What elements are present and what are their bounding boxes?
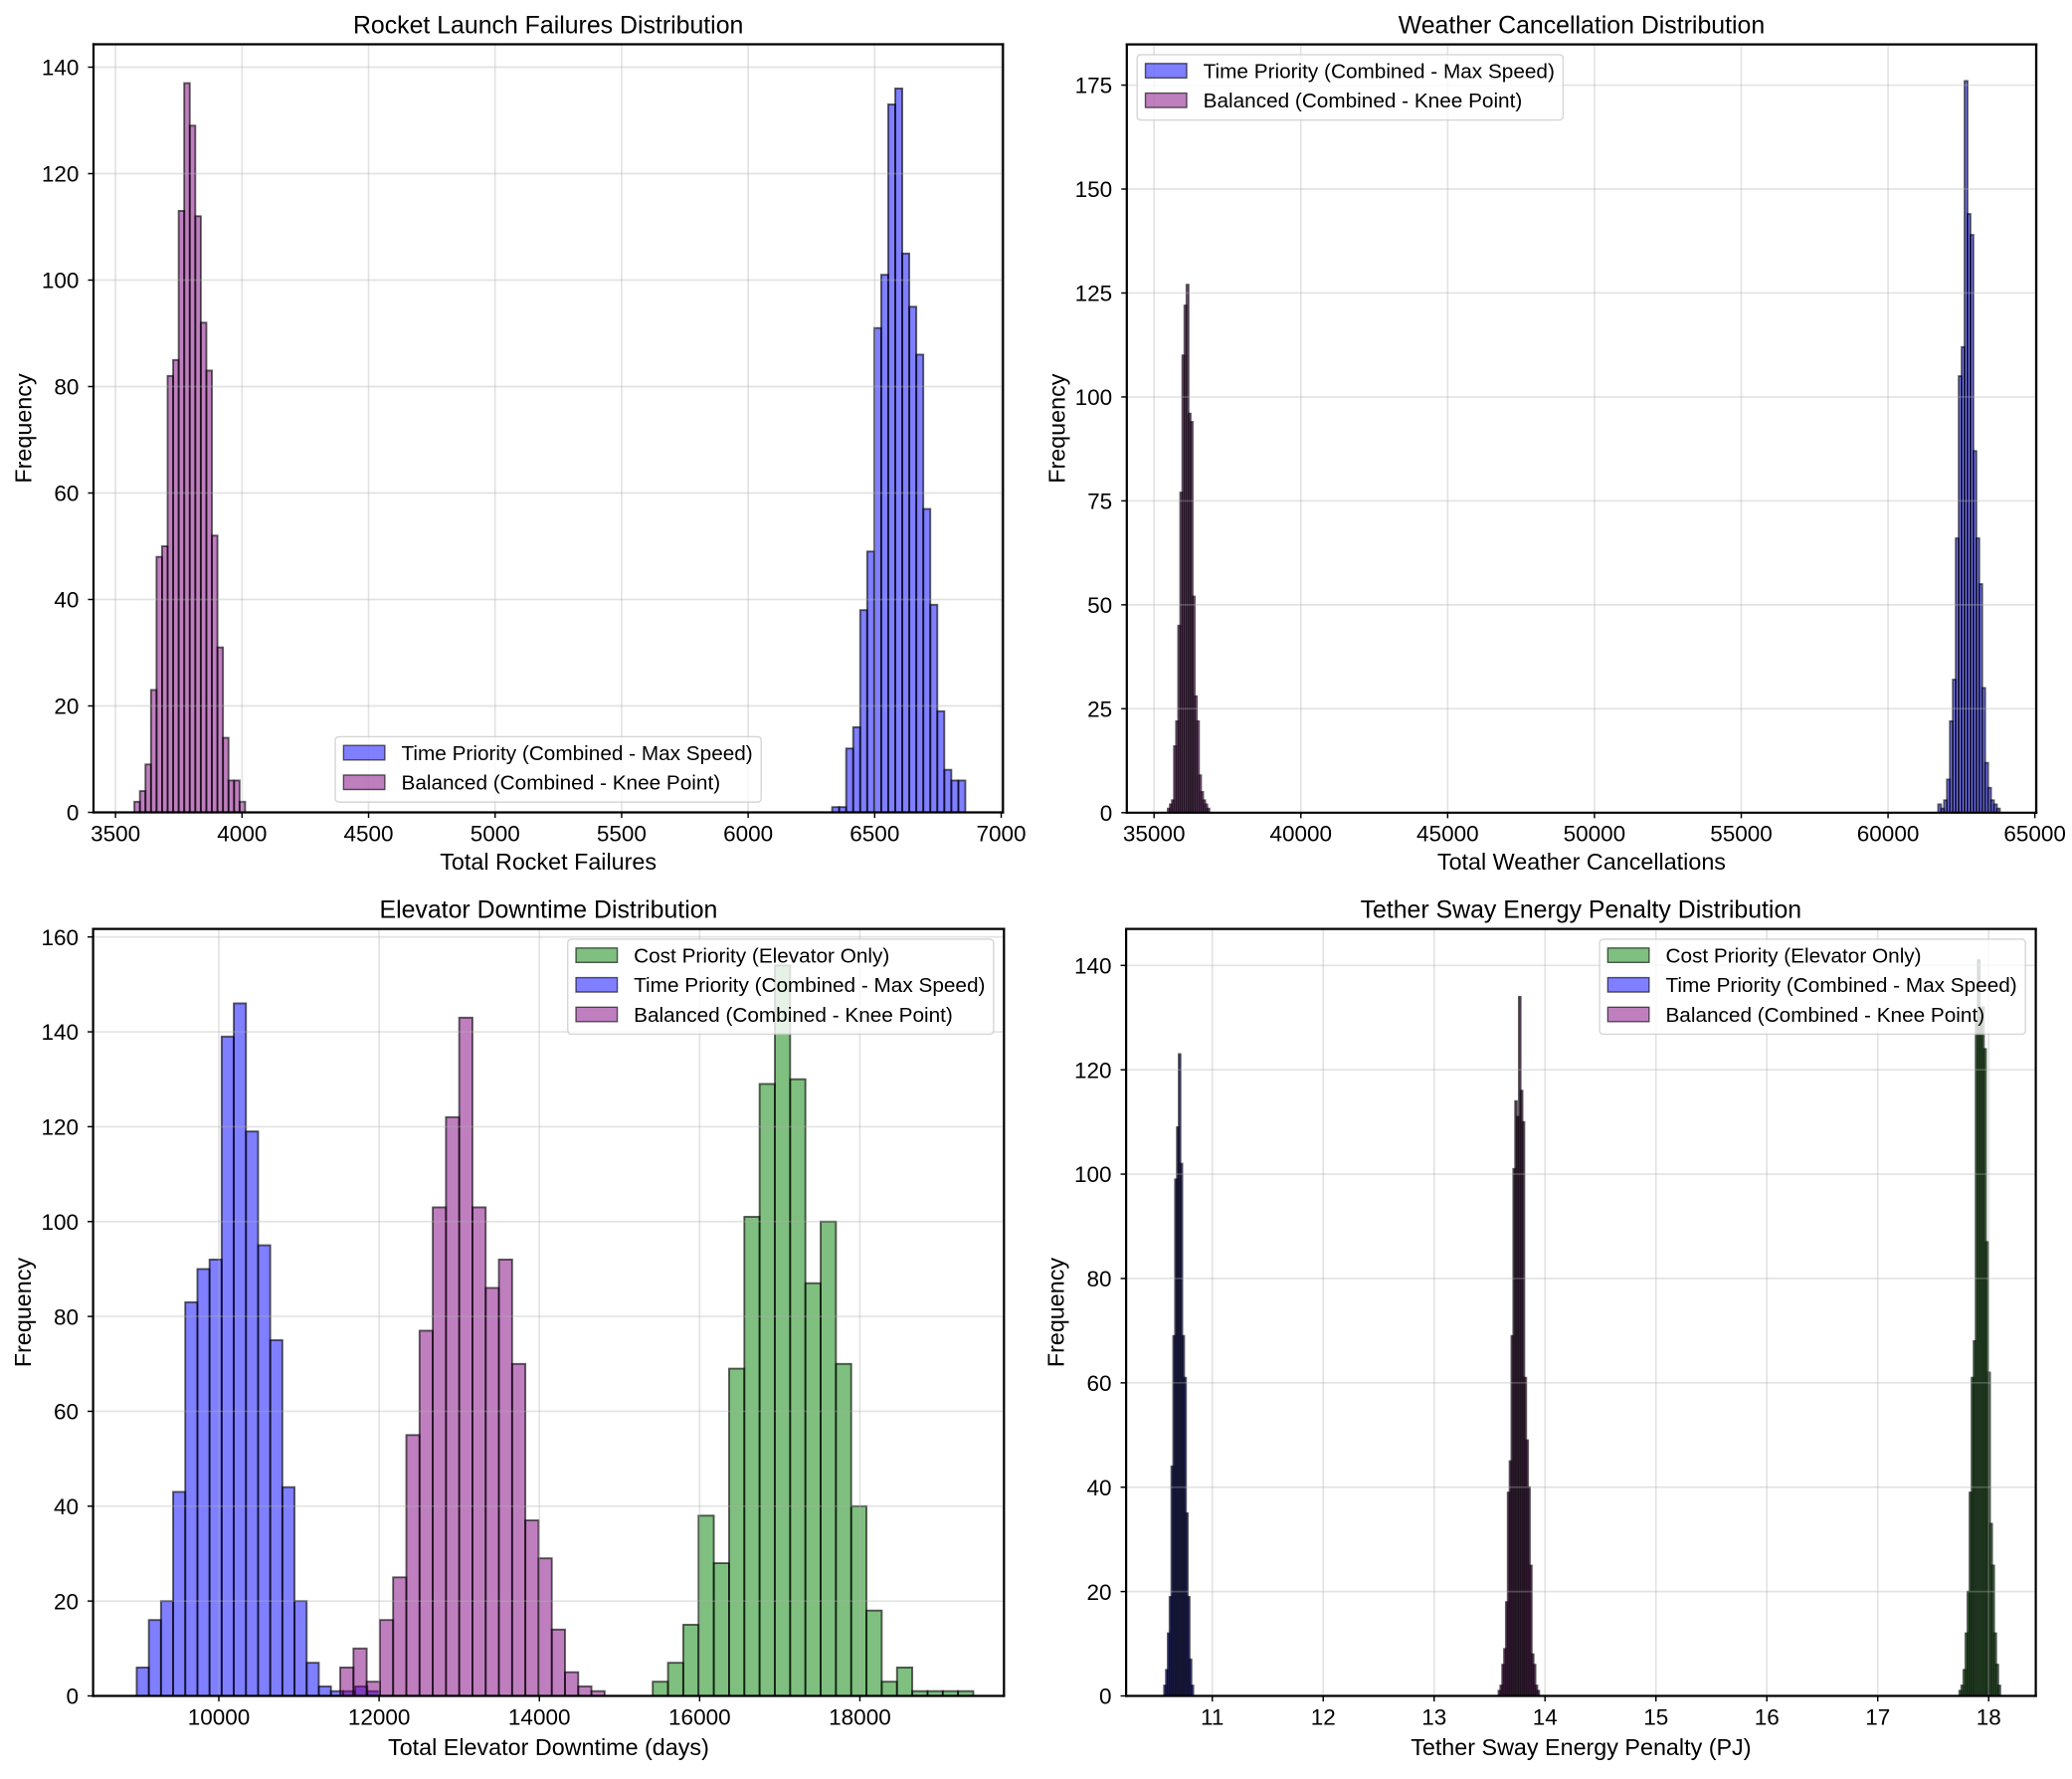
svg-text:Balanced (Combined - Knee Poin: Balanced (Combined - Knee Point) <box>1204 90 1523 112</box>
svg-text:140: 140 <box>42 56 80 81</box>
svg-text:Balanced (Combined - Knee Poin: Balanced (Combined - Knee Point) <box>401 772 720 795</box>
svg-text:40: 40 <box>54 588 79 613</box>
svg-text:100: 100 <box>41 1210 79 1235</box>
svg-text:Elevator Downtime Distribution: Elevator Downtime Distribution <box>380 895 718 923</box>
svg-text:120: 120 <box>42 162 80 187</box>
svg-text:10000: 10000 <box>188 1704 251 1729</box>
svg-text:100: 100 <box>1074 1162 1112 1187</box>
svg-text:35000: 35000 <box>1123 822 1186 847</box>
svg-text:50000: 50000 <box>1564 822 1626 847</box>
svg-text:80: 80 <box>54 1304 79 1329</box>
svg-text:13: 13 <box>1421 1704 1446 1729</box>
svg-text:120: 120 <box>1074 1058 1112 1083</box>
svg-text:Frequency: Frequency <box>1043 1258 1069 1368</box>
svg-text:14: 14 <box>1533 1704 1558 1729</box>
svg-text:12000: 12000 <box>348 1704 411 1729</box>
svg-text:75: 75 <box>1087 490 1112 514</box>
svg-text:Frequency: Frequency <box>1043 373 1069 484</box>
svg-text:50: 50 <box>1087 593 1112 618</box>
svg-text:Time Priority (Combined - Max: Time Priority (Combined - Max Speed) <box>401 742 752 765</box>
svg-text:Frequency: Frequency <box>10 373 36 484</box>
svg-text:20: 20 <box>1086 1580 1111 1605</box>
svg-text:150: 150 <box>1075 177 1113 202</box>
svg-text:100: 100 <box>42 269 80 294</box>
svg-text:5000: 5000 <box>471 821 520 846</box>
svg-text:17: 17 <box>1865 1704 1890 1729</box>
svg-text:160: 160 <box>41 925 79 950</box>
svg-text:Balanced (Combined - Knee Poin: Balanced (Combined - Knee Point) <box>1665 1004 1984 1027</box>
svg-text:20: 20 <box>54 694 79 719</box>
svg-text:0: 0 <box>1099 1684 1112 1709</box>
svg-text:60000: 60000 <box>1857 822 1920 847</box>
svg-text:125: 125 <box>1075 282 1113 306</box>
svg-text:100: 100 <box>1075 385 1113 410</box>
svg-text:7000: 7000 <box>976 821 1026 846</box>
svg-text:80: 80 <box>1086 1267 1111 1291</box>
svg-text:6000: 6000 <box>723 821 773 846</box>
svg-text:65000: 65000 <box>2003 822 2066 847</box>
svg-text:Cost Priority (Elevator Only): Cost Priority (Elevator Only) <box>1665 944 1921 967</box>
svg-text:40000: 40000 <box>1269 822 1332 847</box>
svg-text:16000: 16000 <box>668 1704 731 1729</box>
svg-text:25: 25 <box>1087 696 1112 721</box>
svg-text:18000: 18000 <box>829 1704 891 1729</box>
svg-text:Rocket Launch Failures Distrib: Rocket Launch Failures Distribution <box>353 11 743 39</box>
svg-text:16: 16 <box>1755 1704 1780 1729</box>
svg-text:18: 18 <box>1977 1704 2001 1729</box>
svg-text:Weather Cancellation Distribut: Weather Cancellation Distribution <box>1399 11 1765 39</box>
svg-text:4500: 4500 <box>343 821 393 846</box>
svg-text:12: 12 <box>1311 1704 1336 1729</box>
svg-text:20: 20 <box>54 1589 79 1614</box>
svg-text:60: 60 <box>54 482 79 506</box>
svg-text:40: 40 <box>54 1494 79 1519</box>
svg-text:60: 60 <box>1086 1371 1111 1396</box>
svg-text:Tether Sway Energy Penalty (PJ: Tether Sway Energy Penalty (PJ) <box>1411 1734 1751 1760</box>
svg-text:Total Elevator Downtime (days): Total Elevator Downtime (days) <box>388 1734 709 1760</box>
svg-text:Tether Sway Energy Penalty Dis: Tether Sway Energy Penalty Distribution <box>1361 895 1802 923</box>
svg-text:15: 15 <box>1643 1704 1668 1729</box>
svg-text:Time Priority (Combined - Max: Time Priority (Combined - Max Speed) <box>634 974 985 997</box>
svg-text:0: 0 <box>67 1684 80 1709</box>
svg-text:175: 175 <box>1075 74 1113 99</box>
svg-text:Frequency: Frequency <box>10 1258 36 1368</box>
svg-text:80: 80 <box>54 375 79 400</box>
svg-text:Cost Priority (Elevator Only): Cost Priority (Elevator Only) <box>634 944 889 967</box>
svg-text:3500: 3500 <box>91 821 140 846</box>
svg-text:45000: 45000 <box>1416 822 1479 847</box>
svg-text:Balanced (Combined - Knee Poin: Balanced (Combined - Knee Point) <box>634 1004 953 1027</box>
svg-text:120: 120 <box>41 1115 79 1140</box>
svg-text:11: 11 <box>1201 1704 1224 1729</box>
svg-text:4000: 4000 <box>217 821 267 846</box>
svg-text:Total Weather Cancellations: Total Weather Cancellations <box>1437 849 1726 875</box>
svg-text:Total Rocket Failures: Total Rocket Failures <box>440 849 657 875</box>
svg-text:55000: 55000 <box>1710 822 1773 847</box>
svg-text:14000: 14000 <box>508 1704 571 1729</box>
svg-text:Time Priority (Combined - Max: Time Priority (Combined - Max Speed) <box>1204 60 1555 83</box>
svg-text:5500: 5500 <box>597 821 647 846</box>
svg-text:40: 40 <box>1086 1476 1111 1500</box>
svg-text:0: 0 <box>67 801 80 826</box>
svg-text:140: 140 <box>1074 953 1112 978</box>
svg-text:0: 0 <box>1100 801 1113 826</box>
svg-text:60: 60 <box>54 1400 79 1425</box>
svg-text:140: 140 <box>41 1020 79 1045</box>
svg-text:Time Priority (Combined - Max: Time Priority (Combined - Max Speed) <box>1665 974 2016 997</box>
svg-text:6500: 6500 <box>849 821 899 846</box>
